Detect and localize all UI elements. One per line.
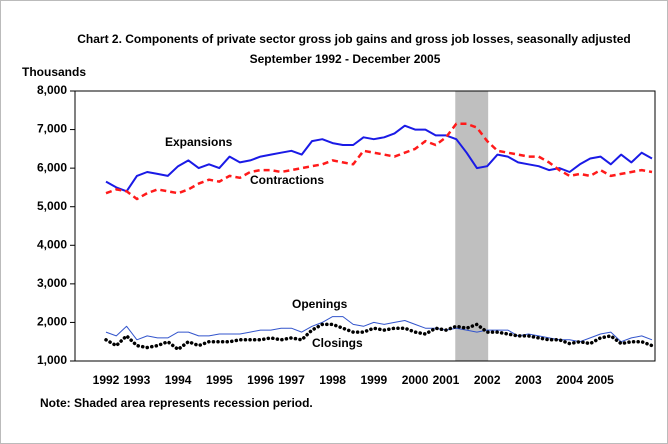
x-tick-label: 1993 [124, 373, 151, 387]
x-tick-label: 1997 [278, 373, 305, 387]
series-label: Expansions [165, 135, 233, 149]
chart-title: Chart 2. Components of private sector gr… [77, 32, 630, 46]
y-tick-label: 7,000 [37, 122, 67, 136]
x-tick-label: 1992 [93, 373, 120, 387]
y-tick-label: 1,000 [37, 353, 67, 367]
series-line [105, 122, 653, 201]
chart-subtitle: September 1992 - December 2005 [250, 52, 441, 66]
x-tick-label: 2005 [587, 373, 614, 387]
x-tick-label: 2001 [433, 373, 460, 387]
y-tick-label: 4,000 [37, 237, 67, 251]
series-label: Closings [312, 336, 363, 350]
x-tick-label: 1995 [206, 373, 233, 387]
y-tick-label: 3,000 [37, 276, 67, 290]
series-line [104, 322, 654, 352]
x-tick-label: 2003 [515, 373, 542, 387]
recession-band [455, 91, 489, 361]
x-tick-label: 1994 [165, 373, 192, 387]
series-label: Contractions [250, 173, 324, 187]
x-tick-label: 2004 [556, 373, 583, 387]
x-tick-label: 2000 [402, 373, 429, 387]
y-tick-label: 6,000 [37, 160, 67, 174]
y-tick-label: 2,000 [37, 315, 67, 329]
series-label: Openings [292, 297, 348, 311]
y-axis-label: Thousands [22, 65, 86, 79]
series-line [105, 124, 653, 193]
x-tick-label: 1999 [360, 373, 387, 387]
plot-frame [74, 90, 656, 362]
x-tick-label: 1996 [247, 373, 274, 387]
y-tick-label: 8,000 [37, 83, 67, 97]
y-tick-label: 5,000 [37, 199, 67, 213]
x-tick-label: 2002 [474, 373, 501, 387]
note: Note: Shaded area represents recession p… [40, 396, 313, 410]
x-tick-label: 1998 [319, 373, 346, 387]
